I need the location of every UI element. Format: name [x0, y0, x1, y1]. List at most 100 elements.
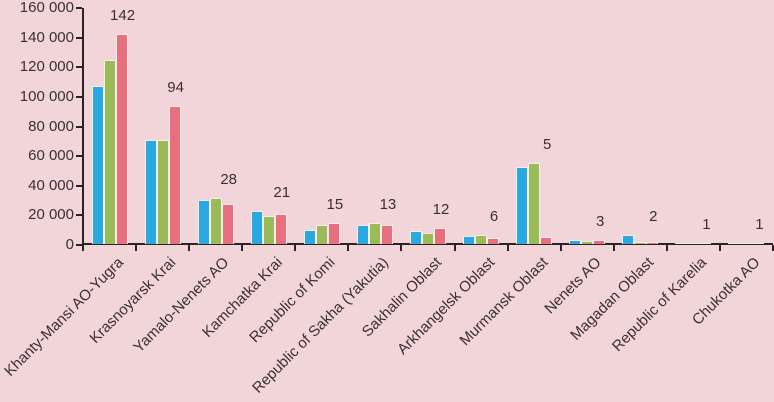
y-axis-label: 120 000 [19, 58, 74, 76]
bar-series-green [475, 235, 488, 244]
bar-series-blue [675, 243, 688, 244]
bar-series-green [103, 60, 116, 244]
y-axis-label: 20 000 [28, 206, 74, 224]
bar-series-green [315, 225, 328, 244]
x-axis-tick [506, 245, 509, 251]
bar-series-green [368, 223, 381, 244]
bar-series-red [327, 223, 340, 244]
bar-group [136, 8, 189, 244]
data-label: 21 [273, 184, 291, 202]
x-axis-tick [665, 245, 668, 251]
x-axis-tick [453, 245, 456, 251]
bar-group [455, 8, 508, 244]
y-axis-label: 0 [65, 236, 74, 253]
x-axis-line [82, 243, 773, 245]
bar-series-red [646, 242, 659, 244]
bar-group [242, 8, 295, 244]
x-axis-tick [400, 245, 403, 251]
x-axis-tick [718, 245, 721, 251]
data-label: 28 [220, 171, 238, 189]
bar-series-red [433, 228, 446, 244]
bar-series-blue [728, 243, 741, 244]
bar-series-blue [91, 86, 104, 244]
bar-series-green [156, 140, 169, 244]
bar-series-blue [144, 140, 157, 244]
data-label: 94 [167, 78, 184, 96]
data-label: 142 [110, 7, 136, 25]
bar-series-green [262, 216, 275, 244]
bar-group [401, 8, 454, 244]
bar-group [561, 8, 614, 244]
bar-series-blue [356, 225, 369, 244]
bar-group [720, 8, 773, 244]
y-axis-label: 100 000 [19, 87, 74, 105]
bar-series-red [274, 214, 287, 244]
data-label: 12 [432, 201, 450, 218]
data-label: 2 [649, 208, 658, 226]
x-axis-tick [294, 245, 297, 251]
bar-group [189, 8, 242, 244]
y-axis-label: 40 000 [28, 176, 74, 194]
bar-series-green [421, 233, 434, 244]
y-axis-tick [76, 125, 82, 128]
y-axis-tick [76, 36, 82, 39]
bar-series-red [221, 204, 234, 244]
bar-series-green [581, 241, 594, 244]
y-axis-label: 140 000 [19, 28, 74, 46]
y-axis-tick [76, 95, 82, 98]
x-axis-tick [559, 245, 562, 251]
x-axis-tick [347, 245, 350, 251]
data-label: 1 [755, 216, 764, 234]
y-axis-tick [76, 244, 82, 246]
x-axis-tick [82, 245, 84, 251]
category-label: Republic of Karelia [609, 254, 711, 356]
bar-series-red [752, 243, 765, 244]
bar-series-green [687, 243, 700, 244]
x-axis-tick [188, 245, 191, 251]
bar-group [667, 8, 720, 244]
category-label: Yamalo-Nenets AO [130, 254, 233, 357]
bar-series-red [487, 238, 500, 244]
bar-series-green [740, 243, 753, 244]
bar-series-blue [463, 236, 476, 244]
y-axis-tick [76, 7, 82, 9]
y-axis-tick [76, 214, 82, 217]
bar-series-red [380, 225, 393, 244]
bar-series-blue [622, 235, 635, 244]
y-axis-line [82, 8, 84, 245]
data-label: 3 [596, 212, 605, 230]
data-label: 5 [542, 136, 552, 154]
bar-series-red [115, 34, 128, 244]
y-axis-tick [76, 184, 82, 187]
data-label: 6 [489, 207, 499, 225]
bar-series-blue [569, 240, 582, 244]
y-axis-label: 80 000 [28, 117, 74, 135]
bar-group [295, 8, 348, 244]
bar-series-red [540, 237, 553, 244]
y-axis-label: 60 000 [28, 147, 74, 165]
bar-series-blue [250, 211, 263, 244]
bar-series-blue [516, 167, 529, 244]
data-label: 13 [379, 195, 397, 213]
bar-group [614, 8, 667, 244]
bar-group [508, 8, 561, 244]
bar-series-blue [409, 231, 422, 244]
bar-group [348, 8, 401, 244]
y-axis-label: 160 000 [19, 0, 74, 16]
bar-series-red [699, 243, 712, 244]
category-label: Arkhangelsk Oblast [394, 254, 499, 358]
bar-series-green [634, 242, 647, 244]
bar-series-red [168, 106, 181, 244]
y-axis-tick [76, 66, 82, 69]
x-axis-tick [241, 245, 244, 251]
bar-series-red [593, 240, 606, 244]
bar-series-green [528, 163, 541, 244]
bar-series-green [209, 198, 222, 244]
x-axis-tick [772, 245, 774, 251]
x-axis-tick [135, 245, 138, 251]
data-label: 15 [326, 196, 344, 214]
bar-series-blue [197, 200, 210, 244]
x-axis-tick [612, 245, 615, 251]
